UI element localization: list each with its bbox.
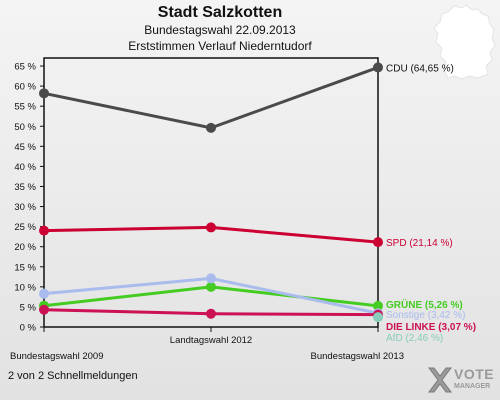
- y-tick-label: 60 %: [14, 82, 36, 93]
- chart-subtitle-2: Erststimmen Verlauf Niederntudorf: [128, 39, 312, 53]
- data-point-die-linke: [39, 304, 49, 315]
- data-point-afd: [373, 312, 383, 323]
- logo-text-manager: MANAGER: [454, 383, 491, 390]
- chart-title: Stadt Salzkotten: [157, 4, 283, 21]
- data-point-sonstige: [39, 288, 49, 299]
- chart-subtitle: Bundestagswahl 22.09.2013: [144, 23, 296, 37]
- data-point-cdu: [39, 88, 49, 99]
- data-point-cdu: [373, 62, 383, 73]
- data-point-gr-ne: [373, 300, 383, 311]
- end-label-afd: AfD (2,46 %): [386, 333, 443, 344]
- data-point-cdu: [206, 122, 216, 133]
- y-tick-label: 15 %: [14, 262, 36, 273]
- data-point-spd: [39, 225, 49, 236]
- data-point-gr-ne: [206, 281, 216, 292]
- vote-manager-logo: VOTE MANAGER: [426, 362, 498, 398]
- y-tick-label: 40 %: [14, 162, 36, 173]
- y-tick-label: 30 %: [14, 202, 36, 213]
- y-tick-label: 20 %: [14, 242, 36, 253]
- series-line-cdu: [43, 66, 379, 130]
- y-tick-label: 0 %: [20, 323, 37, 334]
- x-tick-label: Landtagswahl 2012: [170, 335, 252, 346]
- chart-titles: Stadt Salzkotten Bundestagswahl 22.09.20…: [0, 4, 440, 54]
- data-point-sonstige: [206, 273, 216, 284]
- end-label-cdu: CDU (64,65 %): [386, 63, 454, 74]
- end-label-die-linke: DIE LINKE (3,07 %): [386, 322, 476, 333]
- data-point-spd: [206, 222, 216, 233]
- end-label-sonstige: Sonstige (3,42 %): [386, 310, 466, 321]
- x-tick-label: Bundestagswahl 2009: [10, 351, 104, 362]
- x-tick-label: Bundestagswahl 2013: [311, 351, 405, 362]
- y-tick-label: 10 %: [14, 282, 36, 293]
- data-point-die-linke: [206, 308, 216, 319]
- footer-note: 2 von 2 Schnellmeldungen: [8, 370, 138, 382]
- y-tick-label: 25 %: [14, 222, 36, 233]
- y-tick-label: 45 %: [14, 142, 36, 153]
- y-tick-label: 65 %: [14, 62, 36, 73]
- end-label-spd: SPD (21,14 %): [386, 238, 453, 249]
- logo-text-vote: VOTE: [454, 366, 495, 382]
- y-tick-label: 55 %: [14, 102, 36, 113]
- germany-map-icon: [433, 4, 496, 80]
- y-tick-label: 50 %: [14, 122, 36, 133]
- data-point-spd: [373, 237, 383, 248]
- y-tick-label: 35 %: [14, 182, 36, 193]
- vote-x-icon: [428, 367, 452, 393]
- y-tick-label: 5 %: [20, 302, 37, 313]
- end-label-gr-ne: GRÜNE (5,26 %): [386, 298, 463, 311]
